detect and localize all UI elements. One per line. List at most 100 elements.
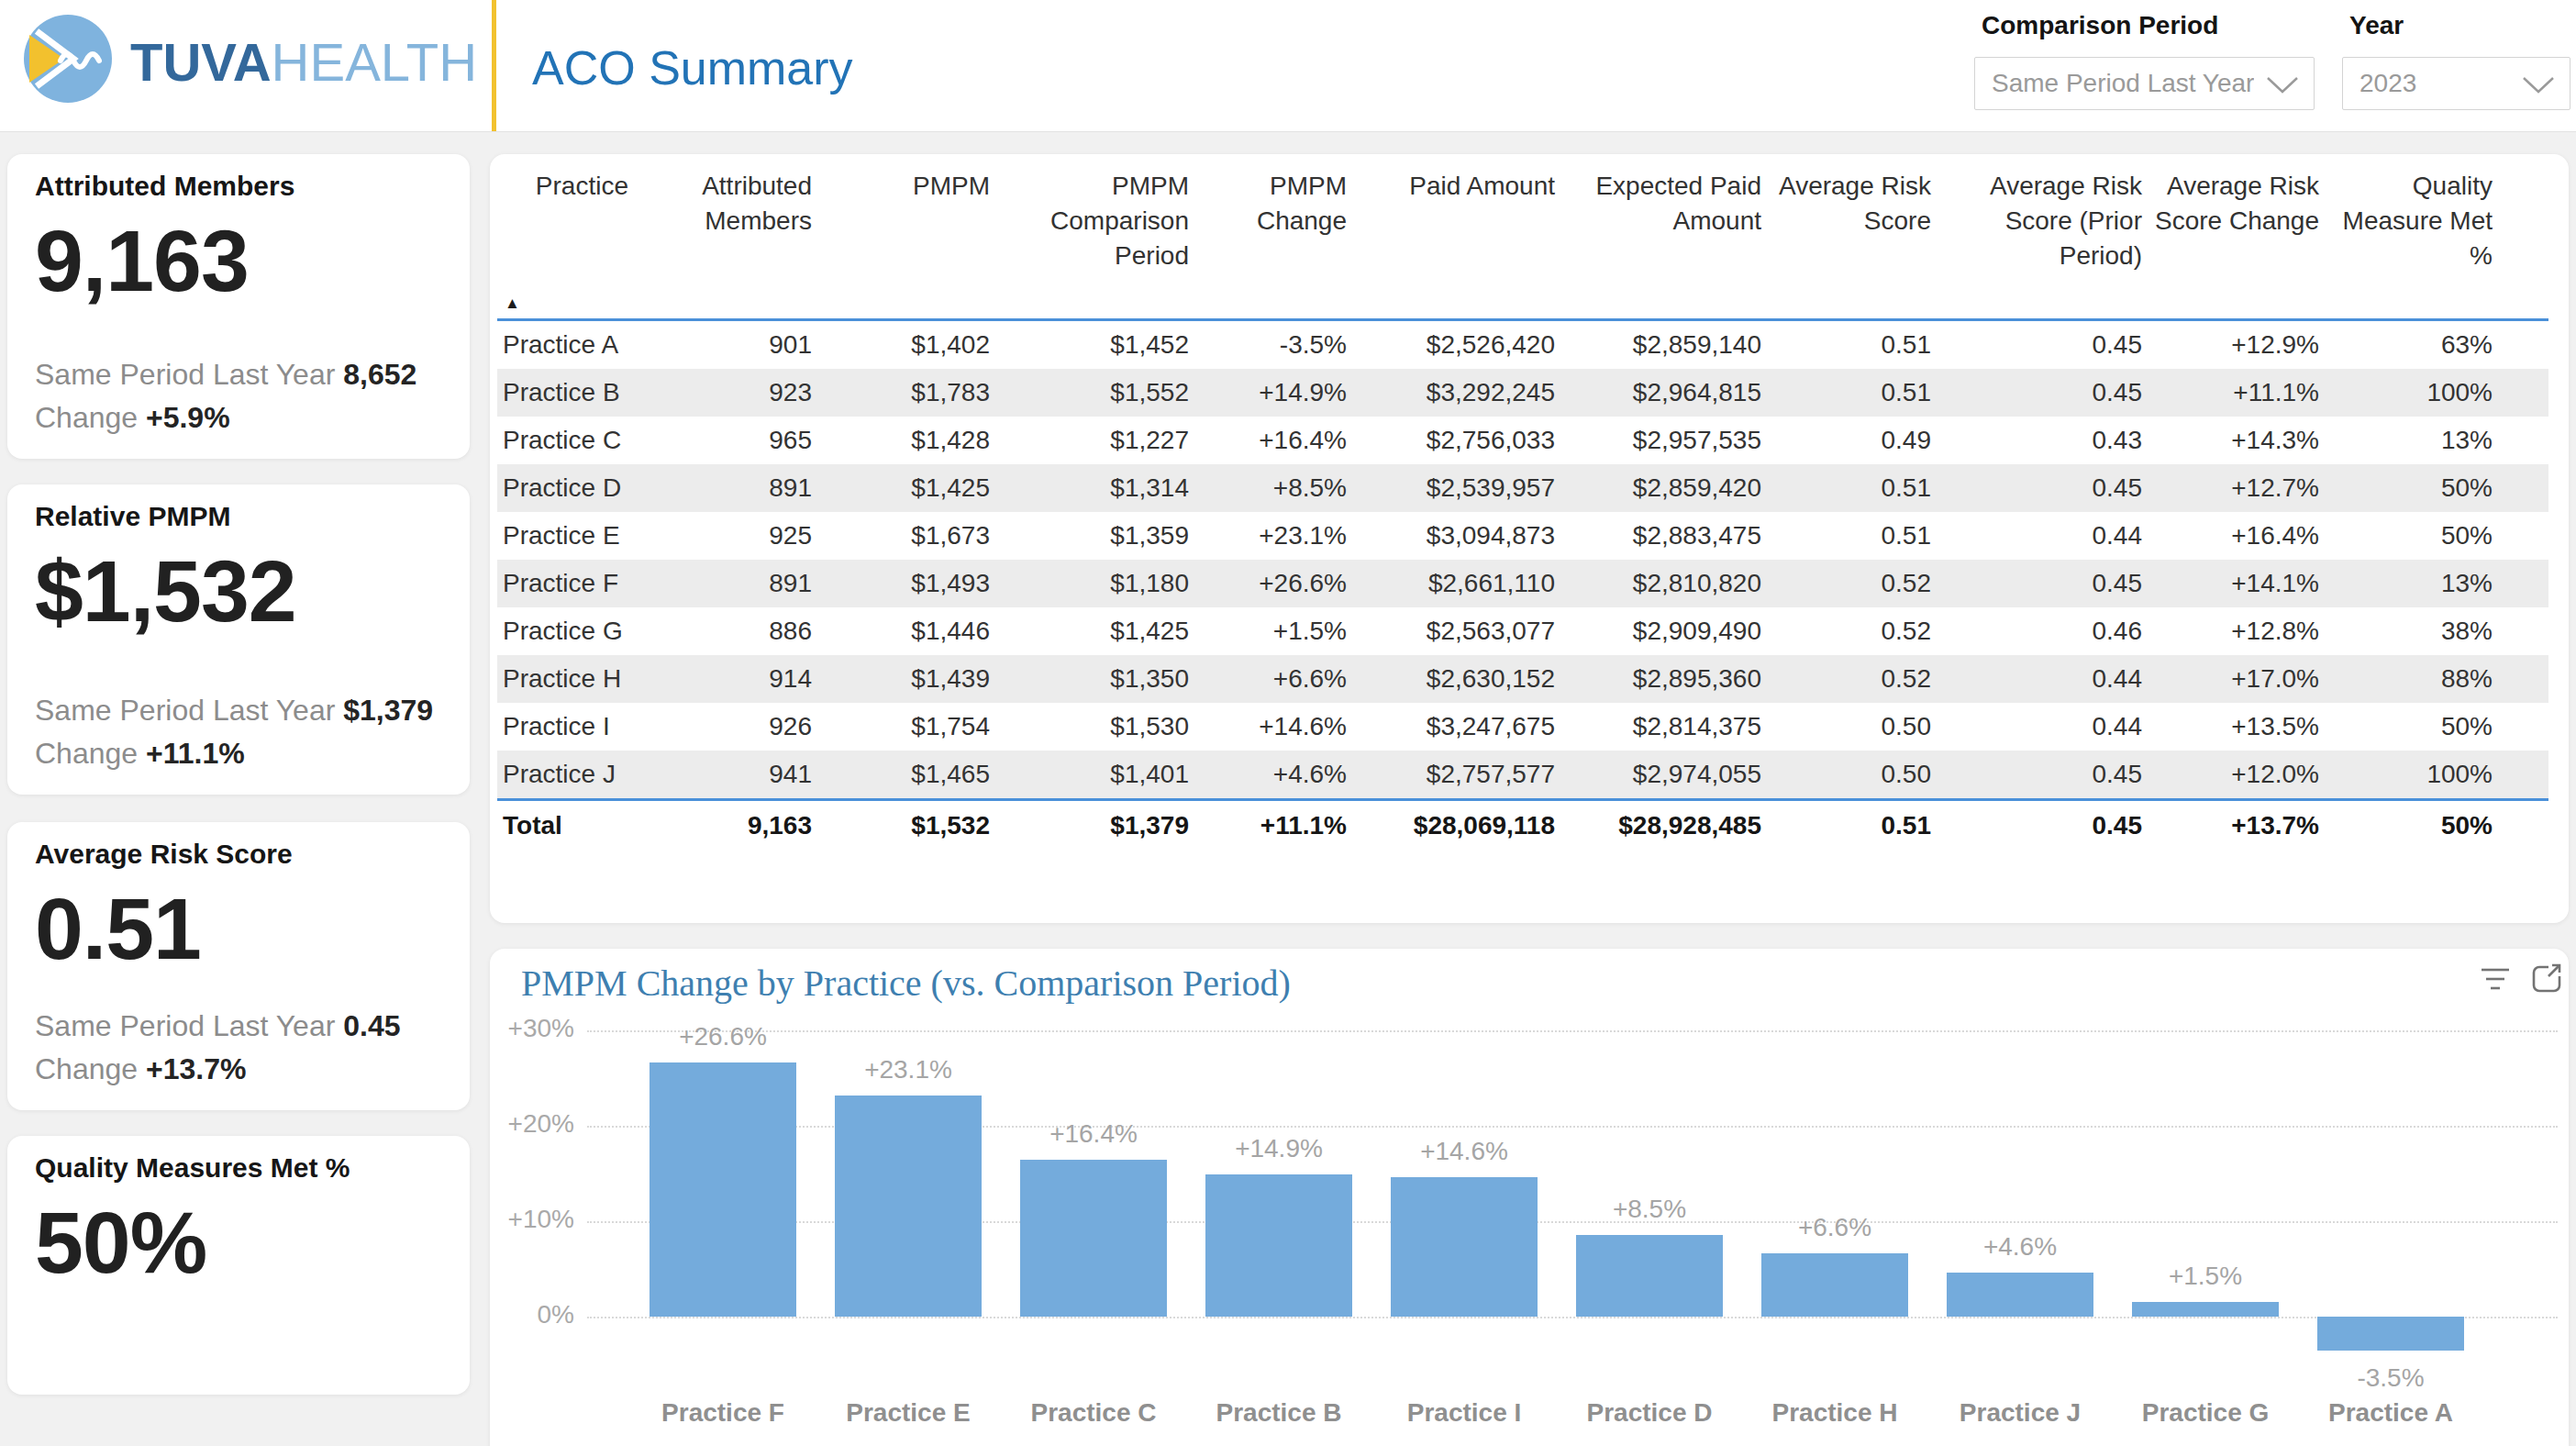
- table-cell: 0.51: [1761, 464, 1931, 512]
- page-title: ACO Summary: [532, 40, 853, 95]
- x-axis-category-label: Practice C: [993, 1398, 1194, 1428]
- kpi-title: Average Risk Score: [35, 839, 448, 870]
- column-header[interactable]: Attributed Members: [628, 161, 812, 318]
- table-cell: +14.9%: [1189, 369, 1347, 417]
- table-cell: $1,754: [812, 703, 990, 751]
- bar-practice-i[interactable]: [1391, 1177, 1538, 1317]
- table-cell: 0.45: [1931, 464, 2142, 512]
- table-row[interactable]: Practice D891$1,425$1,314+8.5%$2,539,957…: [497, 464, 2548, 512]
- table-cell: +11.1%: [2142, 369, 2319, 417]
- bar-practice-a[interactable]: [2317, 1317, 2464, 1351]
- table-row[interactable]: Practice F891$1,493$1,180+26.6%$2,661,11…: [497, 560, 2548, 607]
- brand-wordmark: TUVAHEALTH: [130, 33, 477, 92]
- table-cell: $1,493: [812, 560, 990, 607]
- table-cell: +12.9%: [2142, 321, 2319, 369]
- table-row[interactable]: Practice A901$1,402$1,452-3.5%$2,526,420…: [497, 321, 2548, 369]
- column-header[interactable]: PMPM Change: [1189, 161, 1347, 318]
- table-cell: +13.5%: [2142, 703, 2319, 751]
- table-row[interactable]: Practice I926$1,754$1,530+14.6%$3,247,67…: [497, 703, 2548, 751]
- table-cell: Practice F: [497, 560, 628, 607]
- gridline: [587, 1030, 2558, 1032]
- practice-summary-table-card: ▲ PracticeAttributed MembersPMPMPMPM Com…: [490, 154, 2569, 923]
- bar-practice-d[interactable]: [1576, 1235, 1723, 1317]
- table-row[interactable]: Practice E925$1,673$1,359+23.1%$3,094,87…: [497, 512, 2548, 560]
- column-header[interactable]: Average Risk Score: [1761, 161, 1931, 318]
- x-axis-category-label: Practice J: [1919, 1398, 2121, 1428]
- table-cell: +16.4%: [1189, 417, 1347, 464]
- table-row[interactable]: Practice G886$1,446$1,425+1.5%$2,563,077…: [497, 607, 2548, 655]
- bar-practice-f[interactable]: [650, 1062, 796, 1317]
- kpi-comparison: Same Period Last Year 0.45: [35, 1009, 448, 1043]
- column-header[interactable]: PMPM: [812, 161, 990, 318]
- table-row[interactable]: Practice B923$1,783$1,552+14.9%$3,292,24…: [497, 369, 2548, 417]
- year-dropdown[interactable]: 2023: [2342, 57, 2570, 110]
- table-header-row: ▲ PracticeAttributed MembersPMPMPMPM Com…: [497, 161, 2548, 321]
- table-cell: Practice C: [497, 417, 628, 464]
- table-cell: 13%: [2319, 560, 2493, 607]
- table-cell: 88%: [2319, 655, 2493, 703]
- kpi-value: 0.51: [35, 879, 448, 979]
- table-cell: 0.44: [1931, 655, 2142, 703]
- table-row[interactable]: Practice J941$1,465$1,401+4.6%$2,757,577…: [497, 751, 2548, 798]
- bar-practice-g[interactable]: [2132, 1302, 2279, 1317]
- tuva-logo: [22, 13, 114, 105]
- table-cell: $2,964,815: [1555, 369, 1761, 417]
- focus-mode-icon[interactable]: [2530, 962, 2563, 995]
- table-cell: $2,957,535: [1555, 417, 1761, 464]
- bar-value-label: +1.5%: [2114, 1262, 2297, 1291]
- x-axis-category-label: Practice G: [2104, 1398, 2306, 1428]
- chart-title: PMPM Change by Practice (vs. Comparison …: [521, 962, 1291, 1005]
- table-cell: $3,094,873: [1347, 512, 1555, 560]
- kpi-change: Change +5.9%: [35, 401, 448, 435]
- column-header[interactable]: PMPM Comparison Period: [990, 161, 1189, 318]
- bar-practice-h[interactable]: [1761, 1253, 1908, 1317]
- column-header[interactable]: Expected Paid Amount: [1555, 161, 1761, 318]
- kpi-change: Change +11.1%: [35, 737, 448, 771]
- bar-value-label: +23.1%: [816, 1055, 1000, 1084]
- table-cell: +14.6%: [1189, 703, 1347, 751]
- x-axis-category-label: Practice F: [622, 1398, 824, 1428]
- table-cell: $1,314: [990, 464, 1189, 512]
- table-cell: $1,350: [990, 655, 1189, 703]
- table-cell: 923: [628, 369, 812, 417]
- table-cell: Practice J: [497, 751, 628, 798]
- table-cell: 0.52: [1761, 560, 1931, 607]
- table-cell: $2,895,360: [1555, 655, 1761, 703]
- chevron-down-icon: [2522, 76, 2555, 95]
- column-header[interactable]: Quality Measure Met %: [2319, 161, 2493, 318]
- table-cell: +17.0%: [2142, 655, 2319, 703]
- column-header[interactable]: Paid Amount: [1347, 161, 1555, 318]
- table-cell: $2,756,033: [1347, 417, 1555, 464]
- kpi-card-average-risk-score: Average Risk Score 0.51 Same Period Last…: [7, 822, 470, 1110]
- comparison-period-dropdown[interactable]: Same Period Last Year: [1974, 57, 2315, 110]
- table-row[interactable]: Practice C965$1,428$1,227+16.4%$2,756,03…: [497, 417, 2548, 464]
- comparison-period-value: Same Period Last Year: [1992, 69, 2254, 98]
- y-axis-tick-label: +20%: [492, 1109, 574, 1139]
- kpi-title: Quality Measures Met %: [35, 1152, 448, 1184]
- table-cell: $2,526,420: [1347, 321, 1555, 369]
- kpi-value: 50%: [35, 1193, 448, 1293]
- table-cell: $3,247,675: [1347, 703, 1555, 751]
- x-axis-category-label: Practice E: [807, 1398, 1009, 1428]
- table-cell: Practice I: [497, 703, 628, 751]
- column-header[interactable]: Average Risk Score (Prior Period): [1931, 161, 2142, 318]
- bar-practice-b[interactable]: [1205, 1174, 1352, 1317]
- table-cell: 50%: [2319, 703, 2493, 751]
- table-cell: 38%: [2319, 607, 2493, 655]
- bar-practice-j[interactable]: [1947, 1273, 2093, 1317]
- pmpm-change-chart-card: PMPM Change by Practice (vs. Comparison …: [490, 949, 2569, 1446]
- table-cell: 0.49: [1761, 417, 1931, 464]
- bar-value-label: +6.6%: [1743, 1213, 1926, 1242]
- table-row[interactable]: Practice H914$1,439$1,350+6.6%$2,630,152…: [497, 655, 2548, 703]
- x-axis-category-label: Practice B: [1178, 1398, 1380, 1428]
- table-cell: 0.52: [1761, 655, 1931, 703]
- table-cell: +26.6%: [1189, 560, 1347, 607]
- bar-practice-c[interactable]: [1020, 1160, 1167, 1317]
- total-cell: 0.51: [1761, 801, 1931, 851]
- brand-bold: TUVA: [130, 32, 272, 92]
- table-cell: 891: [628, 464, 812, 512]
- filter-icon[interactable]: [2479, 967, 2512, 993]
- bar-practice-e[interactable]: [835, 1096, 982, 1317]
- kpi-comparison: Same Period Last Year $1,379: [35, 694, 448, 728]
- column-header[interactable]: Average Risk Score Change: [2142, 161, 2319, 318]
